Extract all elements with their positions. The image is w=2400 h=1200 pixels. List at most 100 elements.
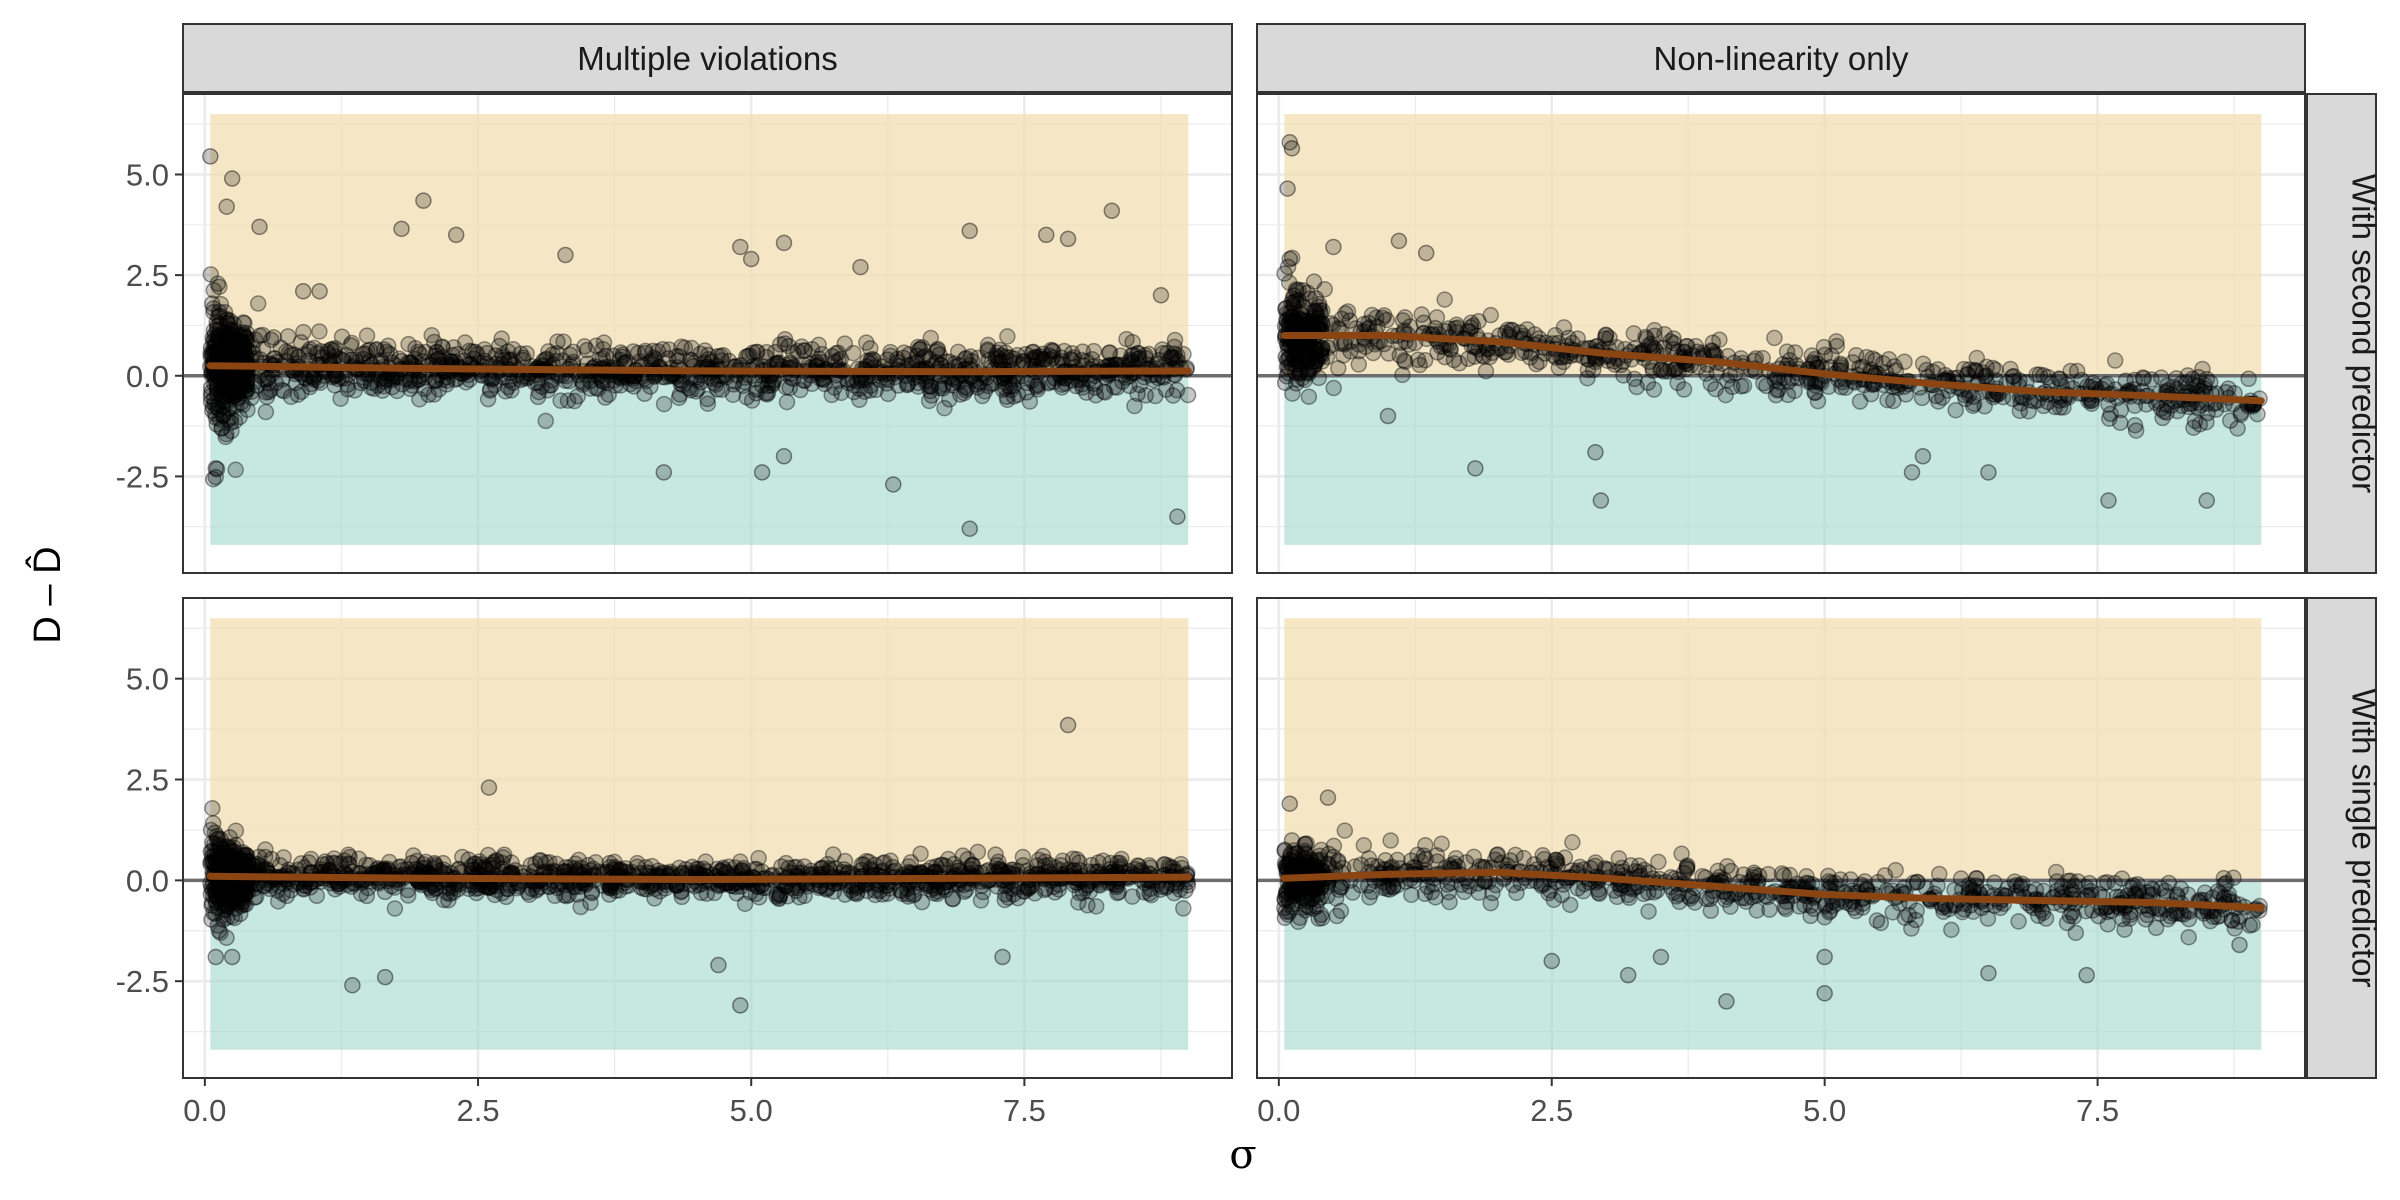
data-point xyxy=(244,344,262,362)
data-point xyxy=(979,341,996,358)
data-point xyxy=(464,343,481,360)
data-point xyxy=(215,342,233,360)
data-point xyxy=(308,345,326,362)
data-point xyxy=(612,344,629,361)
data-point xyxy=(356,345,374,362)
data-point xyxy=(216,327,233,345)
data-point xyxy=(235,326,252,344)
data-point xyxy=(845,344,862,362)
data-point xyxy=(1679,337,1696,355)
outlier-point xyxy=(1980,964,1997,982)
row-strip-label: With single predictor xyxy=(2346,689,2383,988)
data-point xyxy=(763,374,780,391)
data-point xyxy=(1943,921,1960,939)
data-point xyxy=(1041,347,1058,364)
data-point xyxy=(1086,379,1104,396)
data-point xyxy=(237,376,255,394)
outlier-point xyxy=(2198,492,2215,509)
data-point xyxy=(668,348,685,365)
data-point xyxy=(699,395,717,412)
data-point xyxy=(388,382,406,400)
data-point xyxy=(210,308,227,325)
data-point xyxy=(862,340,879,357)
data-point xyxy=(1021,393,1039,410)
data-point xyxy=(219,339,236,357)
data-point xyxy=(417,343,434,361)
data-point xyxy=(231,374,248,392)
outlier-point xyxy=(557,246,574,264)
data-point xyxy=(1109,884,1126,902)
data-point xyxy=(561,346,579,363)
data-point xyxy=(354,345,371,363)
data-point xyxy=(549,333,566,350)
data-point xyxy=(207,334,224,351)
data-point xyxy=(559,392,577,409)
data-point xyxy=(1721,366,1739,384)
data-point xyxy=(833,384,850,402)
outlier-point xyxy=(1816,985,1833,1002)
outlier-point xyxy=(294,282,312,300)
data-point xyxy=(980,351,997,369)
x-tick-label: 5.0 xyxy=(730,1093,773,1128)
data-point xyxy=(649,343,667,360)
data-point xyxy=(959,379,976,397)
data-point xyxy=(926,880,944,897)
outlier-point xyxy=(207,948,225,966)
data-point xyxy=(879,385,897,403)
data-point xyxy=(968,376,985,393)
data-point xyxy=(232,334,250,351)
data-point xyxy=(234,345,252,362)
outlier-point xyxy=(994,948,1011,966)
data-point xyxy=(234,333,251,351)
data-point xyxy=(265,329,282,346)
data-point xyxy=(840,374,857,392)
data-point xyxy=(1175,900,1192,917)
data-point xyxy=(444,346,461,364)
data-point xyxy=(530,383,548,401)
data-point xyxy=(1031,348,1049,365)
data-point xyxy=(211,303,228,321)
data-point xyxy=(2010,913,2027,930)
outlier-point xyxy=(1417,244,1435,262)
data-point xyxy=(1169,347,1186,364)
data-point xyxy=(1929,877,1946,895)
data-point xyxy=(594,350,611,367)
data-point xyxy=(230,346,247,364)
data-point xyxy=(673,338,690,356)
data-point xyxy=(218,311,236,329)
data-point xyxy=(215,340,233,358)
data-point xyxy=(757,384,775,402)
data-point xyxy=(637,342,654,360)
data-point xyxy=(2081,874,2098,892)
data-point xyxy=(208,851,225,869)
data-point xyxy=(228,333,245,351)
data-point xyxy=(1157,381,1175,398)
data-point xyxy=(1823,347,1840,365)
column-strip-label: Non-linearity only xyxy=(1654,40,1909,77)
data-point xyxy=(215,324,233,341)
data-point xyxy=(1416,885,1434,903)
data-point xyxy=(574,376,592,393)
data-point xyxy=(272,339,289,357)
data-point xyxy=(979,336,997,354)
data-point xyxy=(1382,832,1399,849)
data-point xyxy=(1480,873,1497,891)
data-point xyxy=(219,314,236,331)
data-point xyxy=(542,376,560,394)
data-point xyxy=(1005,388,1023,405)
data-point xyxy=(529,388,547,406)
data-point xyxy=(238,324,256,342)
data-point xyxy=(1307,302,1325,319)
data-point xyxy=(1451,354,1468,372)
data-point xyxy=(1832,871,1849,888)
data-point xyxy=(1017,345,1034,363)
data-point xyxy=(1112,347,1129,364)
data-point xyxy=(208,381,226,399)
data-point xyxy=(529,374,546,392)
data-point xyxy=(205,322,223,339)
data-point xyxy=(226,377,244,395)
data-point xyxy=(207,468,224,486)
data-point xyxy=(832,350,850,368)
data-point xyxy=(810,350,828,367)
data-point xyxy=(993,353,1011,370)
